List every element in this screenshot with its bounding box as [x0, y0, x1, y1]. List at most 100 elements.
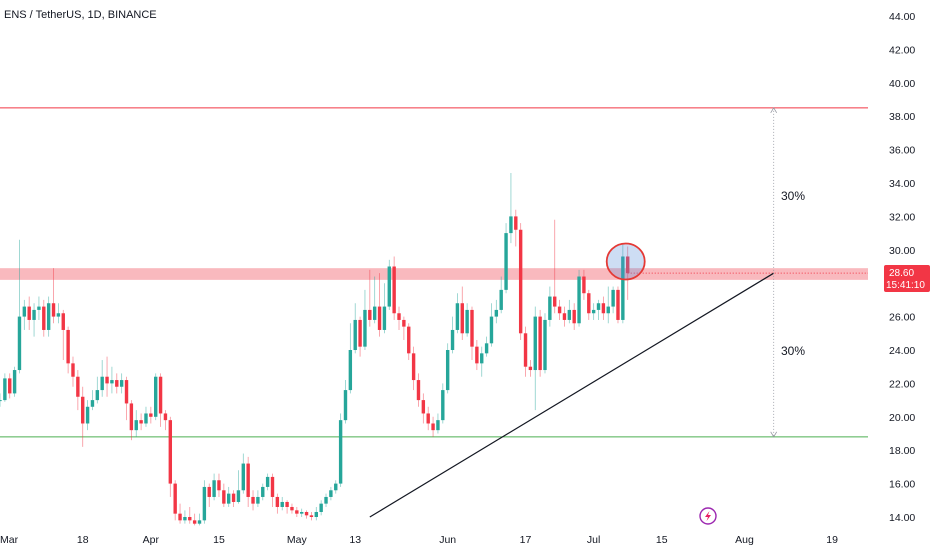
- candle: [129, 400, 134, 441]
- candle-body: [178, 513, 182, 521]
- candle-body: [377, 306, 382, 330]
- candle: [154, 373, 158, 421]
- highlight-circle[interactable]: [605, 242, 646, 281]
- candle: [338, 413, 343, 487]
- y-tick-label: 42.00: [889, 44, 915, 56]
- candle-body: [236, 490, 241, 502]
- candle: [441, 383, 445, 424]
- current-price-label: 28.60: [889, 268, 914, 279]
- candle: [8, 373, 12, 399]
- candle: [12, 366, 17, 397]
- candle-body: [368, 309, 372, 320]
- candle: [397, 306, 401, 330]
- candle: [523, 326, 528, 377]
- candle-body: [173, 483, 177, 514]
- candle: [207, 483, 211, 507]
- candle: [202, 480, 207, 524]
- candle: [582, 269, 586, 300]
- candle: [460, 286, 464, 340]
- candle: [251, 490, 255, 511]
- candle: [626, 246, 630, 300]
- candle: [572, 303, 576, 330]
- candle-body: [606, 306, 610, 314]
- candle: [246, 456, 250, 507]
- candle: [217, 473, 221, 497]
- candle: [76, 370, 80, 411]
- candle-body: [309, 515, 314, 517]
- candle-body: [324, 496, 328, 504]
- candle: [475, 339, 479, 371]
- candle-body: [480, 353, 484, 364]
- candle-body: [76, 376, 80, 397]
- y-tick-label: 24.00: [889, 345, 915, 357]
- candle: [3, 373, 7, 402]
- candle-body: [222, 490, 226, 504]
- candle: [105, 356, 109, 397]
- chart-title: ENS / TetherUS, 1D, BINANCE: [4, 9, 157, 21]
- candle: [436, 413, 440, 434]
- candle-body: [416, 380, 421, 401]
- candle-body: [411, 353, 416, 381]
- candle: [611, 286, 615, 314]
- candle: [372, 276, 377, 324]
- candle: [236, 470, 241, 504]
- candle-body: [285, 501, 289, 507]
- candle: [509, 172, 513, 244]
- candle: [557, 299, 562, 320]
- candle-body: [139, 420, 143, 424]
- candle-body: [514, 216, 518, 230]
- candle-body: [616, 289, 620, 320]
- candle-body: [188, 517, 192, 521]
- ascending-trendline[interactable]: [369, 272, 775, 518]
- candle-body: [626, 256, 630, 274]
- candle-body: [562, 313, 567, 320]
- candle-body: [217, 480, 221, 491]
- candle: [591, 303, 596, 320]
- candle-body: [115, 380, 119, 387]
- candle-body: [32, 309, 36, 320]
- y-tick-label: 36.00: [889, 145, 915, 157]
- y-tick-label: 32.00: [889, 211, 915, 223]
- candle: [314, 506, 318, 521]
- candle-body: [397, 313, 401, 320]
- candle-body: [475, 346, 479, 364]
- x-tick-label: 17: [520, 534, 532, 546]
- x-tick-label: 18: [77, 534, 89, 546]
- candle-body: [22, 306, 27, 317]
- candle-body: [441, 390, 445, 421]
- candle: [587, 289, 591, 320]
- countdown-label: 15:41:10: [886, 280, 925, 291]
- candle: [81, 386, 85, 447]
- candle-body: [119, 380, 124, 387]
- candle: [124, 376, 129, 421]
- candle: [17, 239, 22, 374]
- candle-body: [81, 396, 85, 424]
- candle: [149, 406, 153, 424]
- candle: [392, 256, 396, 320]
- candle-body: [484, 343, 489, 354]
- candle-body: [387, 266, 391, 307]
- candle-body: [261, 486, 265, 497]
- y-tick-label: 34.00: [889, 178, 915, 190]
- candle-body: [548, 296, 552, 320]
- x-tick-label: Mar: [0, 534, 19, 546]
- candle-body: [17, 316, 22, 371]
- candle: [334, 480, 338, 494]
- candle-body: [90, 400, 95, 407]
- candle-body: [251, 496, 255, 504]
- candle-body: [290, 506, 294, 511]
- y-tick-label: 40.00: [889, 78, 915, 90]
- candle: [489, 303, 494, 347]
- candle-body: [329, 490, 333, 497]
- candle: [616, 286, 620, 324]
- candle: [606, 286, 610, 324]
- candle: [465, 303, 469, 337]
- candle: [324, 493, 328, 507]
- candle-body: [71, 363, 75, 377]
- candle: [100, 360, 104, 397]
- lightning-icon[interactable]: [699, 507, 717, 525]
- candle: [445, 343, 450, 394]
- candle-body: [202, 486, 207, 521]
- candle: [504, 223, 508, 294]
